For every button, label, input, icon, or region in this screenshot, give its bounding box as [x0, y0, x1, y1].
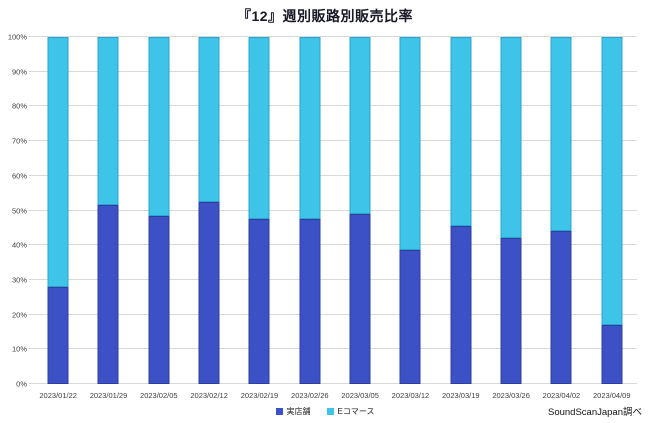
segment-store	[299, 219, 321, 384]
stacked-bar	[248, 37, 270, 384]
gridline	[29, 313, 637, 315]
segment-store	[450, 226, 472, 384]
stacked-bar	[550, 37, 572, 384]
legend-label: Eコマース	[337, 407, 375, 416]
bar-column: 2023/03/05	[335, 37, 385, 400]
bar-column: 2023/02/26	[285, 37, 335, 400]
x-axis-tick-label: 2023/04/09	[592, 391, 631, 400]
x-axis-tick-label: 2023/01/29	[89, 391, 128, 400]
segment-ecommerce	[450, 37, 472, 227]
y-axis-tick-label: 80%	[11, 101, 27, 111]
segment-ecommerce	[248, 37, 270, 220]
segment-store	[550, 231, 572, 384]
x-axis-tick-label: 2023/03/26	[492, 391, 530, 400]
segment-store	[97, 205, 119, 384]
stacked-bar	[500, 37, 522, 384]
gridline	[29, 140, 637, 142]
segment-ecommerce	[349, 37, 371, 214]
x-axis-tick-label: 2023/04/02	[542, 391, 581, 400]
bar-column: 2023/03/26	[486, 37, 536, 400]
bar-column: 2023/03/12	[385, 37, 435, 400]
x-axis-tick-label: 2023/03/05	[341, 391, 379, 400]
gridline	[29, 348, 637, 350]
legend-item: 実店舗	[275, 406, 311, 417]
segment-store	[148, 215, 170, 384]
x-axis-tick-label: 2023/02/05	[140, 391, 178, 400]
segment-ecommerce	[550, 37, 572, 232]
bar-column: 2023/02/12	[184, 37, 234, 400]
segment-ecommerce	[399, 37, 421, 251]
segment-ecommerce	[299, 37, 321, 220]
stacked-bar	[601, 37, 623, 384]
y-axis-tick-label: 10%	[11, 344, 27, 354]
y-axis-tick-label: 70%	[11, 136, 27, 146]
y-axis-tick-label: 40%	[11, 240, 27, 250]
y-axis-tick-label: 90%	[11, 67, 27, 77]
segment-ecommerce	[47, 37, 69, 287]
gridline	[29, 278, 637, 280]
gridline	[29, 36, 637, 37]
y-axis-tick-label: 0%	[16, 379, 27, 389]
stacked-bar	[198, 37, 220, 384]
bar-column: 2023/04/02	[536, 37, 586, 400]
bar-column: 2023/04/09	[587, 37, 637, 400]
y-axis-tick-label: 100%	[7, 32, 27, 42]
x-axis-tick-label: 2023/02/26	[291, 391, 329, 400]
segment-store	[349, 213, 371, 384]
legend-swatch	[275, 408, 283, 415]
legend-swatch	[326, 408, 334, 415]
segment-ecommerce	[500, 37, 522, 239]
y-axis-tick-label: 30%	[11, 275, 27, 285]
y-axis-tick-label: 50%	[11, 206, 27, 215]
legend-item: Eコマース	[326, 406, 375, 417]
segment-ecommerce	[97, 37, 119, 206]
stacked-bar	[148, 37, 170, 384]
segment-store	[248, 219, 270, 384]
stacked-bar	[349, 37, 371, 384]
x-axis-tick-label: 2023/01/22	[39, 391, 77, 400]
plot-area: 0% 10% 20% 30% 40% 50% 60% 70% 80% 90% 100% 2023/0…	[8, 33, 637, 400]
segment-store	[198, 201, 220, 384]
chart-title: 『12』週別販路別販売比率	[236, 8, 414, 24]
segment-ecommerce	[198, 37, 220, 202]
gridline	[29, 383, 637, 384]
x-axis-tick-label: 2023/03/12	[391, 391, 430, 400]
x-axis-tick-label: 2023/02/19	[240, 391, 279, 400]
bar-column: 2023/02/19	[234, 37, 284, 400]
x-axis-tick-label: 2023/03/19	[442, 391, 480, 400]
stacked-bar	[399, 37, 421, 384]
segment-store	[399, 250, 421, 384]
segment-store	[500, 238, 522, 384]
y-axis: 0% 10% 20% 30% 40% 50% 60% 70% 80% 90% 100%	[0, 33, 33, 389]
stacked-bar	[450, 37, 472, 384]
stacked-bar	[299, 37, 321, 384]
gridline	[29, 244, 637, 246]
gridline	[29, 105, 637, 107]
segment-ecommerce	[148, 37, 170, 216]
legend-label: 実店舗	[286, 407, 311, 416]
bar-column: 2023/02/05	[134, 37, 184, 400]
y-axis-tick-label: 20%	[11, 310, 27, 320]
bar-column: 2023/03/19	[436, 37, 486, 400]
segment-store	[47, 286, 69, 384]
source-credit: SoundScanJapan調べ	[547, 407, 642, 418]
bars-container: 2023/01/22 2023/01/29 2023/02/05 2023/02/12…	[33, 37, 637, 400]
bar-column: 2023/01/22	[33, 37, 83, 400]
segment-ecommerce	[601, 37, 623, 325]
stacked-bar	[97, 37, 119, 384]
gridline	[29, 174, 637, 176]
legend: 実店舗 Eコマース	[0, 406, 650, 417]
segment-store	[601, 325, 623, 384]
gridline	[29, 70, 637, 72]
gridline	[29, 209, 637, 211]
x-axis-tick-label: 2023/02/12	[190, 391, 228, 400]
bar-column: 2023/01/29	[83, 37, 133, 400]
y-axis-tick-label: 60%	[11, 171, 27, 181]
stacked-bar	[47, 37, 69, 384]
